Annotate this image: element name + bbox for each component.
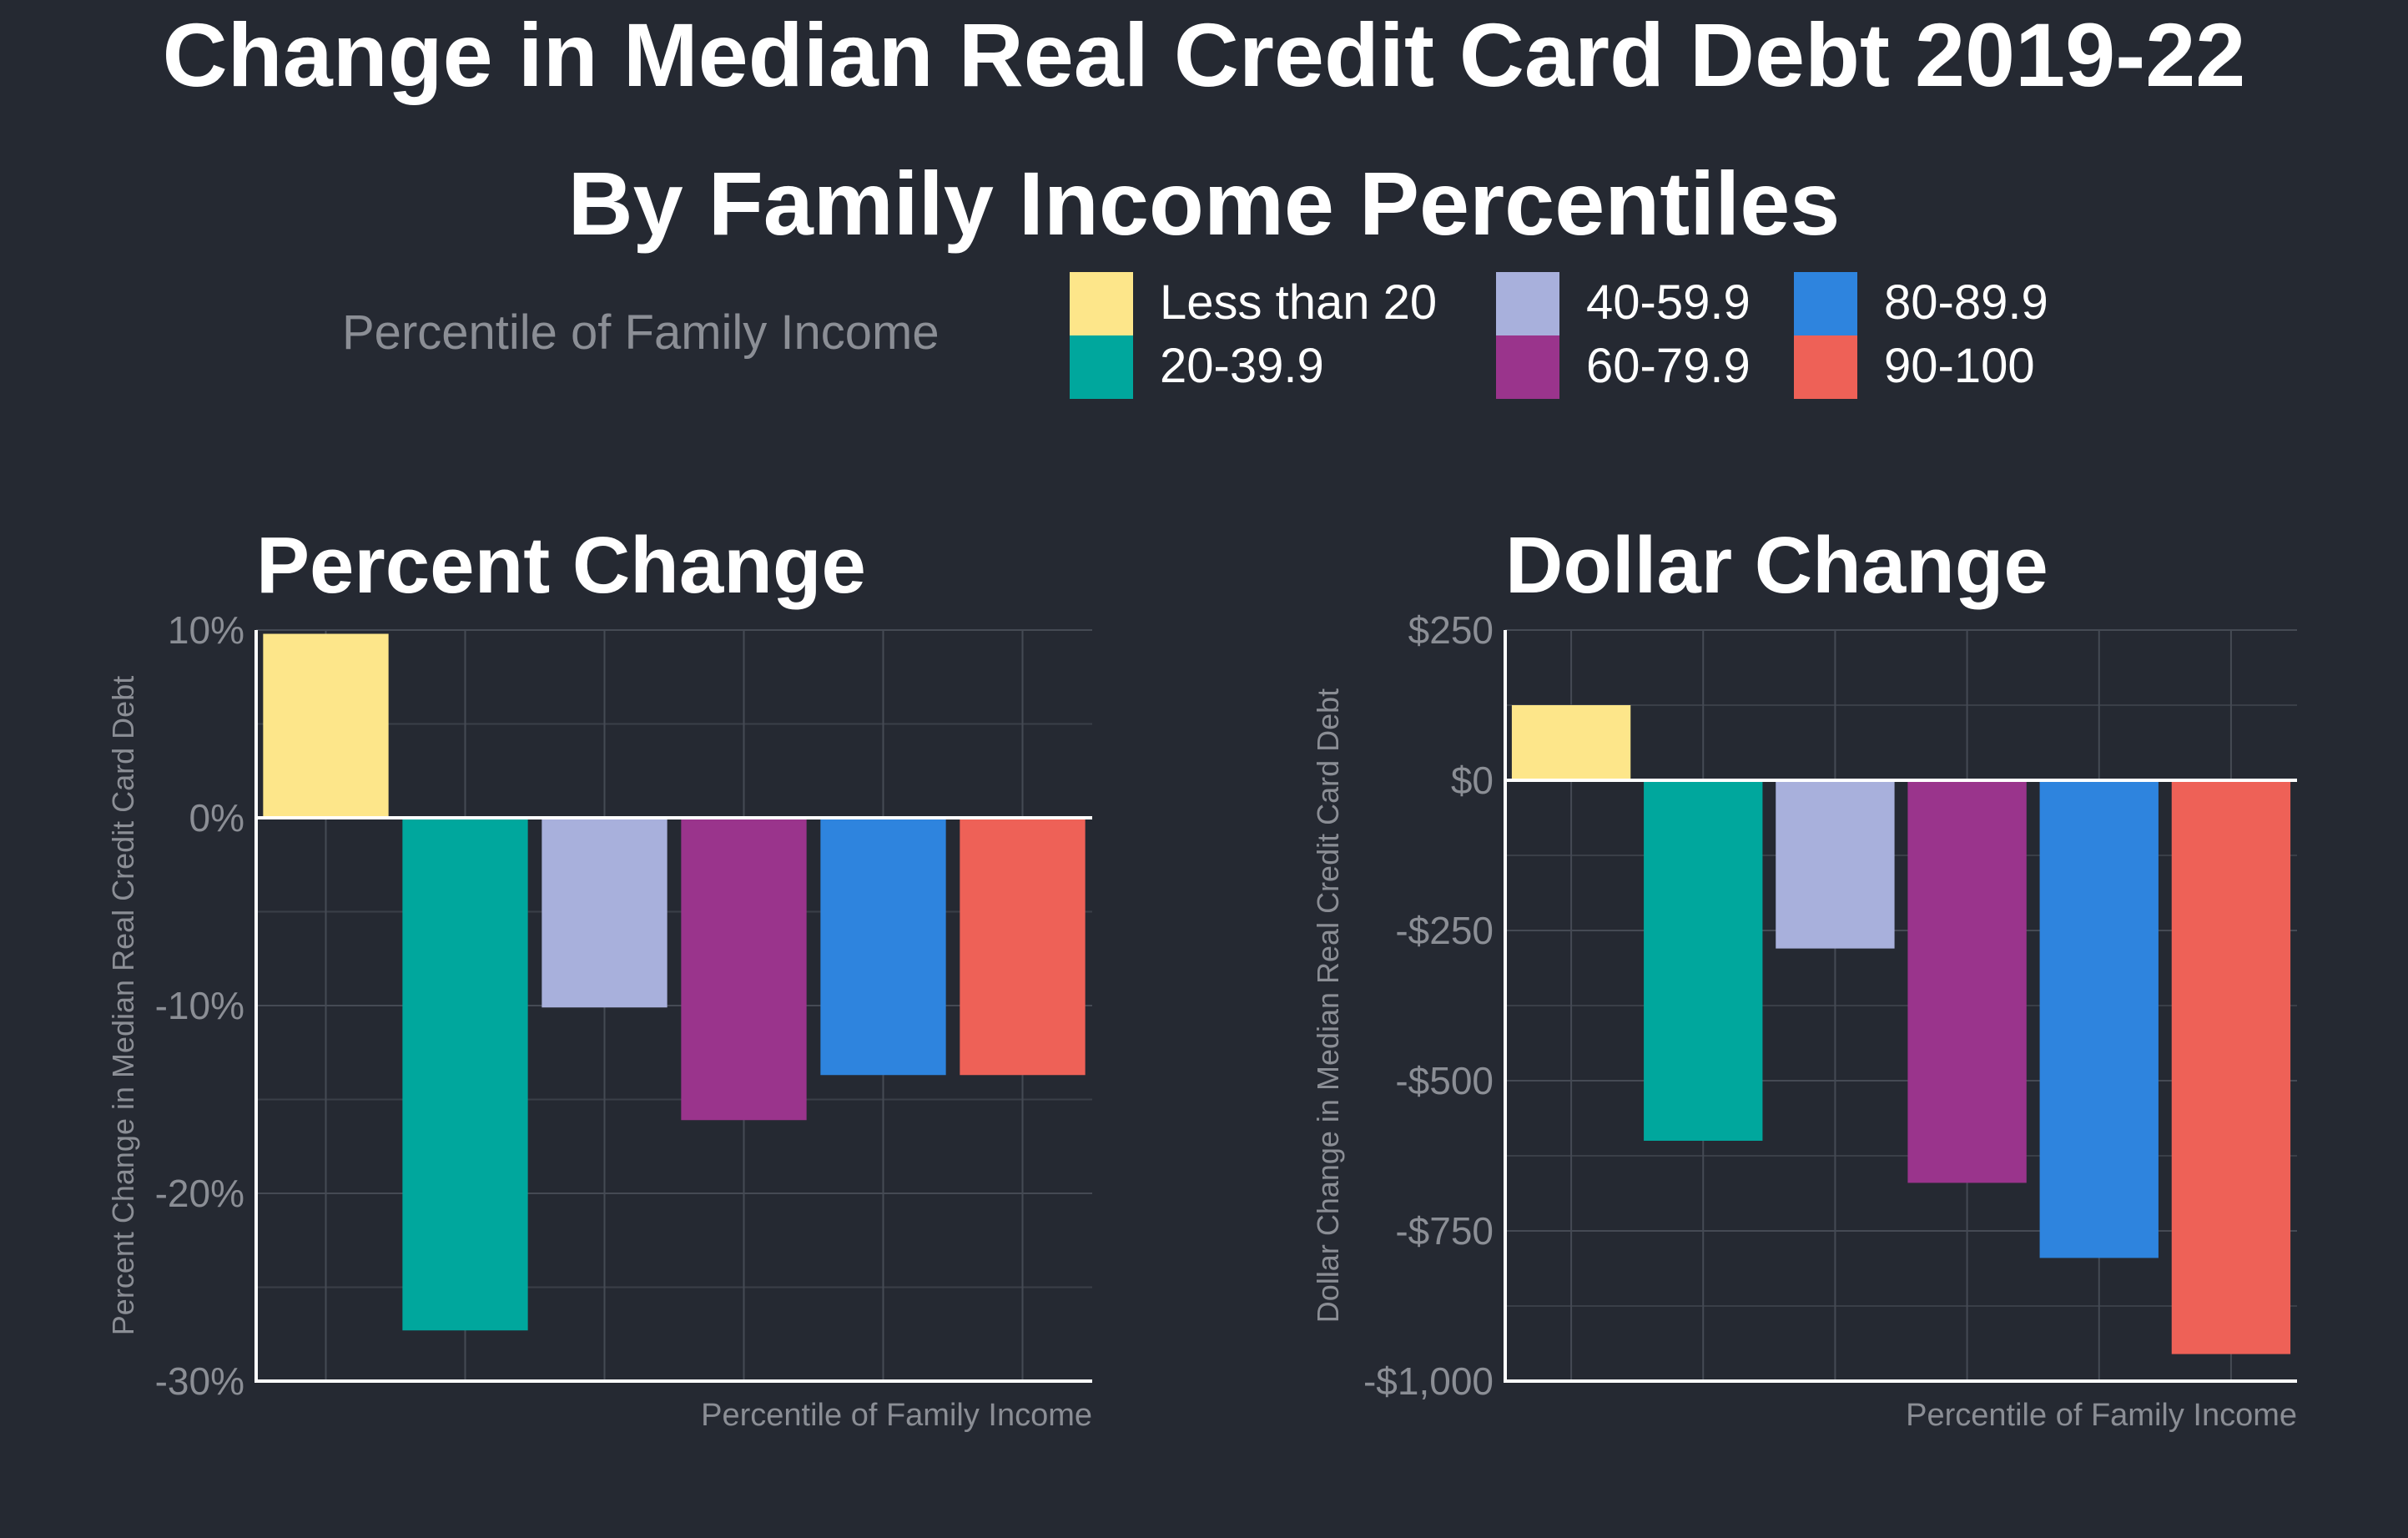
bar-3 [542,818,667,1008]
bar-6 [960,818,1086,1076]
legend-swatch [1794,272,1857,335]
bar-5 [820,818,946,1076]
bar-1 [1511,705,1631,780]
bar-2 [1644,780,1763,1141]
y-tick-label: -30% [155,1359,244,1403]
panel-title: Dollar Change [1505,521,2048,610]
y-tick-label: -10% [155,984,244,1027]
bar-4 [1907,780,2027,1183]
chart-panel-2: $250 $0 -$250 -$500 -$750 -$1,000 Dollar Chang… [1311,521,2297,1433]
legend-swatch [1070,335,1133,399]
bar-2 [402,818,528,1331]
legend-swatch [1794,335,1857,399]
bar-1 [263,633,389,818]
chart-title: Change in Median Real Credit Card Debt 2… [162,4,2246,105]
legend-label: 90-100 [1884,339,2035,393]
bar-4 [681,818,807,1121]
y-tick-label: -$1,000 [1363,1359,1494,1403]
legend-title: Percentile of Family Income [342,305,940,360]
bar-3 [1776,780,1895,949]
bar-5 [2039,780,2159,1258]
bar-6 [2171,780,2291,1354]
y-tick-label: -$750 [1395,1209,1494,1253]
y-tick-label: 10% [168,608,244,652]
y-tick-label: $0 [1451,759,1494,802]
chart-subtitle: By Family Income Percentiles [567,153,1841,254]
legend-label: 60-79.9 [1586,339,1751,393]
legend-label: 20-39.9 [1160,339,1324,393]
legend-label: 80-89.9 [1884,275,2048,330]
legend-swatch [1496,335,1559,399]
y-axis-label: Percent Change in Median Real Credit Car… [106,676,140,1335]
y-axis-label: Dollar Change in Median Real Credit Card… [1311,688,1345,1323]
y-tick-label: -20% [155,1172,244,1215]
panel-title: Percent Change [256,521,866,610]
y-tick-label: -$500 [1395,1059,1494,1102]
legend-label: Less than 20 [1160,275,1438,330]
x-axis-label: Percentile of Family Income [701,1398,1092,1433]
y-tick-label: 0% [189,796,244,840]
chart-panel-1: 10% 0% -10% -20% -30% Percent Change Percentil… [106,521,1092,1433]
y-tick-label: $250 [1408,608,1494,652]
y-tick-label: -$250 [1395,909,1494,952]
legend-swatch [1496,272,1559,335]
legend-label: 40-59.9 [1586,275,1751,330]
x-axis-label: Percentile of Family Income [1906,1398,2297,1433]
legend-swatch [1070,272,1133,335]
